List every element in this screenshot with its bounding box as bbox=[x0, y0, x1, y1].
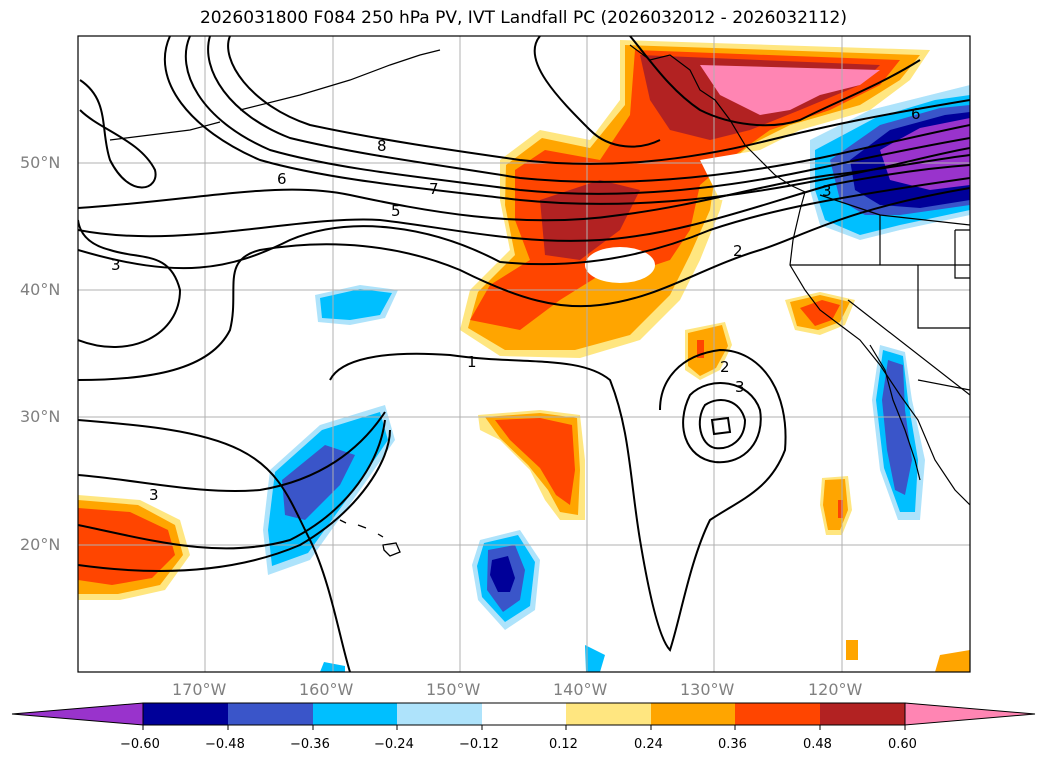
colorbar-segment bbox=[482, 703, 566, 725]
contour-label: 3 bbox=[149, 486, 159, 504]
contour-label: 6 bbox=[277, 170, 287, 188]
lat-label: 40°N bbox=[20, 280, 60, 299]
colorbar-segment bbox=[820, 703, 905, 725]
contour-label: 5 bbox=[391, 202, 401, 220]
contour-label: 8 bbox=[377, 137, 387, 155]
colorbar-segment bbox=[566, 703, 651, 725]
lon-label: 130°W bbox=[680, 680, 734, 699]
colorbar-tick: 0.48 bbox=[803, 737, 832, 752]
colorbar-tick: −0.12 bbox=[459, 737, 499, 752]
colorbar-segment bbox=[735, 703, 820, 725]
colorbar-extend-low bbox=[12, 703, 143, 725]
contour-label: 6 bbox=[911, 105, 921, 123]
colorbar-tick: −0.24 bbox=[374, 737, 414, 752]
contour-label: 3 bbox=[111, 256, 121, 274]
colorbar-tick: 0.60 bbox=[888, 737, 917, 752]
lon-label: 160°W bbox=[299, 680, 353, 699]
colorbar-segment bbox=[313, 703, 397, 725]
lat-label: 20°N bbox=[20, 535, 60, 554]
hawaii-islands bbox=[340, 520, 400, 556]
contour-label: 1 bbox=[467, 353, 477, 371]
lon-label: 170°W bbox=[172, 680, 226, 699]
lat-label: 30°N bbox=[20, 407, 60, 426]
colorbar-tick: 0.36 bbox=[718, 737, 747, 752]
colorbar-tick: 0.12 bbox=[549, 737, 578, 752]
contour-label: 7 bbox=[429, 180, 439, 198]
colorbar-segment bbox=[228, 703, 313, 725]
colorbar-tick: −0.60 bbox=[120, 737, 160, 752]
colorbar-segment bbox=[143, 703, 228, 725]
lon-label: 120°W bbox=[808, 680, 862, 699]
contour-label: 3 bbox=[735, 378, 745, 396]
contour-label: 2 bbox=[720, 358, 730, 376]
contour-label: 2 bbox=[733, 242, 743, 260]
contour-label: 3 bbox=[822, 182, 832, 200]
colorbar-extend-high bbox=[905, 703, 1035, 725]
colorbar bbox=[12, 703, 1035, 730]
colorbar-tick: −0.36 bbox=[290, 737, 330, 752]
lon-label: 140°W bbox=[553, 680, 607, 699]
lat-label: 50°N bbox=[20, 153, 60, 172]
map-plot-area bbox=[78, 36, 970, 672]
lon-label: 150°W bbox=[426, 680, 480, 699]
colorbar-tick: 0.24 bbox=[634, 737, 663, 752]
colorbar-tick: −0.48 bbox=[205, 737, 245, 752]
colorbar-segment bbox=[397, 703, 482, 725]
colorbar-segment bbox=[651, 703, 735, 725]
